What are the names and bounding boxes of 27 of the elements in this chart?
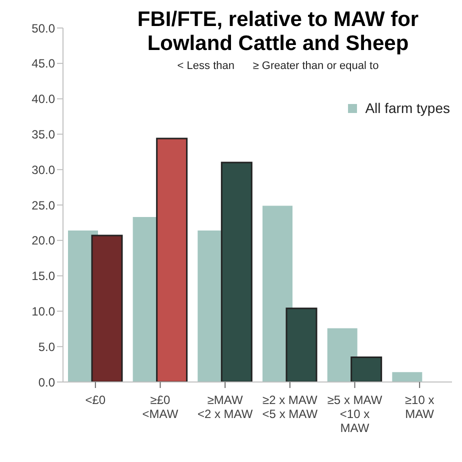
y-tick-label: 35.0 — [32, 127, 56, 142]
y-tick-label: 15.0 — [32, 269, 56, 284]
y-tick-label: 25.0 — [32, 198, 56, 212]
x-tick-label: ≥10 x MAW — [404, 393, 435, 421]
y-tick-label: 50.0 — [32, 21, 56, 36]
bar — [91, 234, 123, 382]
text: < Less than ≥ Greater than or equal to — [176, 60, 380, 72]
y-tick-label: 5.0 — [38, 340, 56, 354]
x-tick-label: ≥2 x MAW <5 x MAW — [262, 393, 318, 421]
y-tick-label: 0.0 — [38, 375, 56, 390]
bar — [156, 138, 188, 382]
y-tick-label: 40.0 — [32, 92, 56, 106]
bar — [220, 162, 252, 382]
bar — [392, 372, 422, 382]
x-tick-label: ≥MAW <2 x MAW — [197, 393, 254, 421]
x-tick-label: <£0 — [85, 393, 106, 407]
x-tick-label: ≥5 x MAW <10 x MAW — [327, 393, 383, 435]
legend-label: All farm types — [365, 100, 450, 116]
y-tick-label: 10.0 — [32, 304, 56, 318]
bar — [286, 308, 318, 382]
chart-title: FBI/FTE, relative to MAW for Lowland Cattle and Sheep — [136, 8, 420, 56]
bar — [262, 206, 292, 382]
bar — [350, 356, 382, 382]
y-tick-label: 20.0 — [32, 234, 56, 248]
x-tick-label: ≥£0 <MAW — [142, 393, 179, 421]
y-tick-label: 30.0 — [32, 162, 56, 177]
y-tick-label: 45.0 — [32, 56, 56, 71]
